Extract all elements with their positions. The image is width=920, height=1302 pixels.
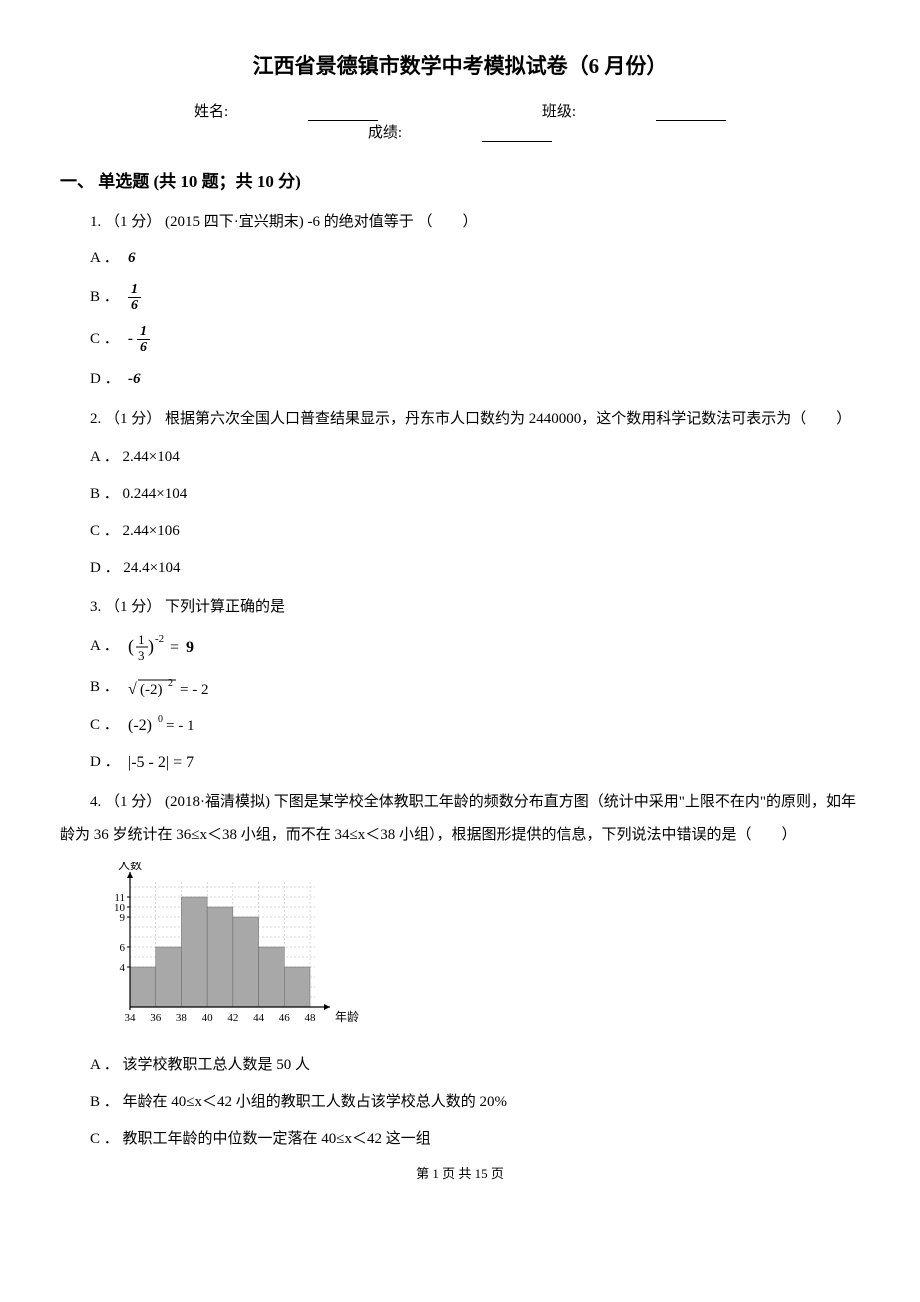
svg-text:9: 9 [186,639,194,656]
q2-opt-a: A ． 2.44×104 [90,444,860,471]
q3-opt-a: A ． ( 1 3 ) -2 = 9 [90,630,860,664]
math-expr-d-icon: |-5 - 2| = 7 [128,749,228,775]
q4-opt-c: C ． 教职工年龄的中位数一定落在 40≤x＜42 这一组 [90,1126,860,1153]
class-field: 班级: [502,100,766,121]
svg-text:(-2): (-2) [140,682,163,698]
math-expr-c-icon: (-2) 0 = - 1 [128,712,228,738]
svg-text:48: 48 [305,1012,317,1024]
svg-text:2: 2 [168,678,173,689]
svg-text:-2: -2 [155,633,164,645]
svg-text:0: 0 [158,714,163,725]
q1-opt-c: C ． - 16 [90,324,860,356]
q4-opt-a: A ． 该学校教职工总人数是 50 人 [90,1052,860,1079]
svg-text:38: 38 [176,1012,188,1024]
svg-text:44: 44 [253,1012,264,1024]
q2-opt-c: C ． 2.44×106 [90,518,860,545]
svg-text:): ) [148,636,154,657]
svg-text:(-2): (-2) [128,717,152,734]
svg-text:人数: 人数 [118,862,142,872]
svg-text:= - 1: = - 1 [166,718,194,734]
svg-text:1: 1 [138,632,145,647]
svg-text:42: 42 [227,1012,238,1024]
q3-opt-d: D ． |-5 - 2| = 7 [90,749,860,776]
q4-text: 4. （1 分） (2018·福清模拟) 下图是某学校全体教职工年龄的频数分布直… [60,786,860,852]
q1-opt-d: D ． -6 [90,366,860,393]
q2-opt-b: B ． 0.244×104 [90,481,860,508]
svg-text:46: 46 [279,1012,291,1024]
q4-opt-b: B ． 年龄在 40≤x＜42 小组的教职工人数占该学校总人数的 20% [90,1089,860,1116]
section-title: 一、 单选题 (共 10 题；共 10 分) [60,167,860,192]
name-field: 姓名: [154,100,418,121]
svg-text:11: 11 [114,892,125,904]
svg-text:(: ( [128,636,134,657]
histogram-chart: 46910113436384042444648人数年龄 [90,862,860,1037]
svg-text:年龄: 年龄 [335,1010,359,1024]
svg-text:|-5 - 2| = 7: |-5 - 2| = 7 [128,754,194,771]
svg-text:3: 3 [138,648,145,663]
svg-text:=: = [170,639,179,656]
svg-text:36: 36 [150,1012,162,1024]
svg-text:= - 2: = - 2 [180,682,208,698]
svg-text:40: 40 [202,1012,214,1024]
q2-opt-d: D ． 24.4×104 [90,555,860,582]
svg-text:4: 4 [120,962,126,974]
q1-text: 1. （1 分） (2015 四下·宜兴期末) -6 的绝对值等于 （ ） [60,207,860,237]
q3-opt-b: B ． √ (-2) 2 = - 2 [90,674,860,702]
math-expr-b-icon: √ (-2) 2 = - 2 [128,674,238,702]
q1-opt-a: A ． 6 [90,245,860,272]
score-field: 成绩: [328,121,592,142]
svg-text:34: 34 [125,1012,137,1024]
page-footer: 第 1 页 共 15 页 [60,1163,860,1182]
q2-text: 2. （1 分） 根据第六次全国人口普查结果显示，丹东市人口数约为 244000… [60,403,860,436]
math-expr-a-icon: ( 1 3 ) -2 = 9 [128,630,218,664]
svg-text:√: √ [128,681,137,698]
q3-text: 3. （1 分） 下列计算正确的是 [60,592,860,622]
header-line: 姓名: 班级: 成绩: [60,100,860,142]
q3-opt-c: C ． (-2) 0 = - 1 [90,712,860,739]
q1-opt-b: B ． 16 [90,282,860,314]
page-title: 江西省景德镇市数学中考模拟试卷（6 月份） [60,50,860,80]
svg-text:6: 6 [120,942,126,954]
